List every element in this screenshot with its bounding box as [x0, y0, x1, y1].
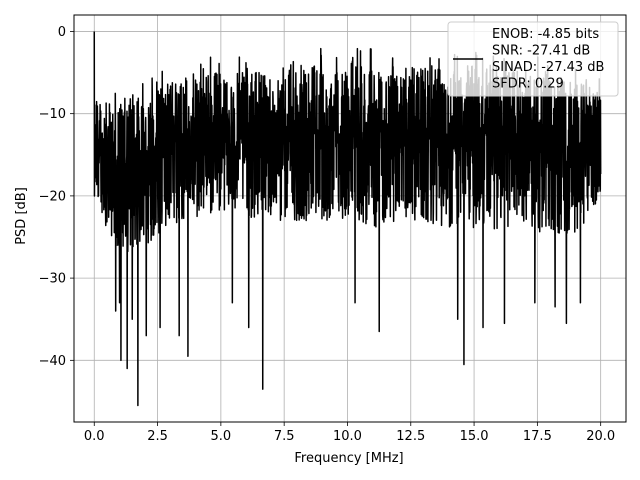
legend-entry: SINAD: -27.43 dB [492, 60, 604, 75]
x-tick-label: 12.5 [396, 429, 425, 444]
x-tick-label: 15.0 [460, 429, 489, 444]
y-tick-label: −30 [39, 272, 66, 287]
axes-frame [73, 14, 627, 423]
x-tick-label: 2.5 [147, 429, 168, 444]
x-tick-label: 0.0 [84, 429, 105, 444]
y-tick-label: −10 [39, 107, 66, 122]
x-tick-label: 7.5 [274, 429, 295, 444]
x-tick-label: 20.0 [586, 429, 615, 444]
psd-line [93, 31, 602, 407]
legend-entry: SNR: -27.41 dB [492, 44, 590, 59]
legend-entry: SFDR: 0.29 [492, 77, 564, 92]
x-tick-label: 17.5 [523, 429, 552, 444]
y-tick-label: −40 [39, 354, 66, 369]
legend-box [447, 21, 619, 97]
x-tick-label: 10.0 [333, 429, 362, 444]
y-axis: 0 −10 −20 −30 −40 [39, 25, 74, 369]
y-tick-label: 0 [58, 25, 66, 40]
x-tick-label: 5.0 [211, 429, 232, 444]
y-axis-label: PSD [dB] [14, 187, 29, 245]
y-tick-label: −20 [39, 189, 66, 204]
psd-series [93, 31, 602, 407]
legend-entry: ENOB: -4.85 bits [492, 27, 599, 42]
x-axis-label: Frequency [MHz] [294, 451, 403, 466]
x-axis: 0.0 2.5 5.0 7.5 10.0 12.5 15.0 17.5 20.0 [84, 422, 615, 444]
